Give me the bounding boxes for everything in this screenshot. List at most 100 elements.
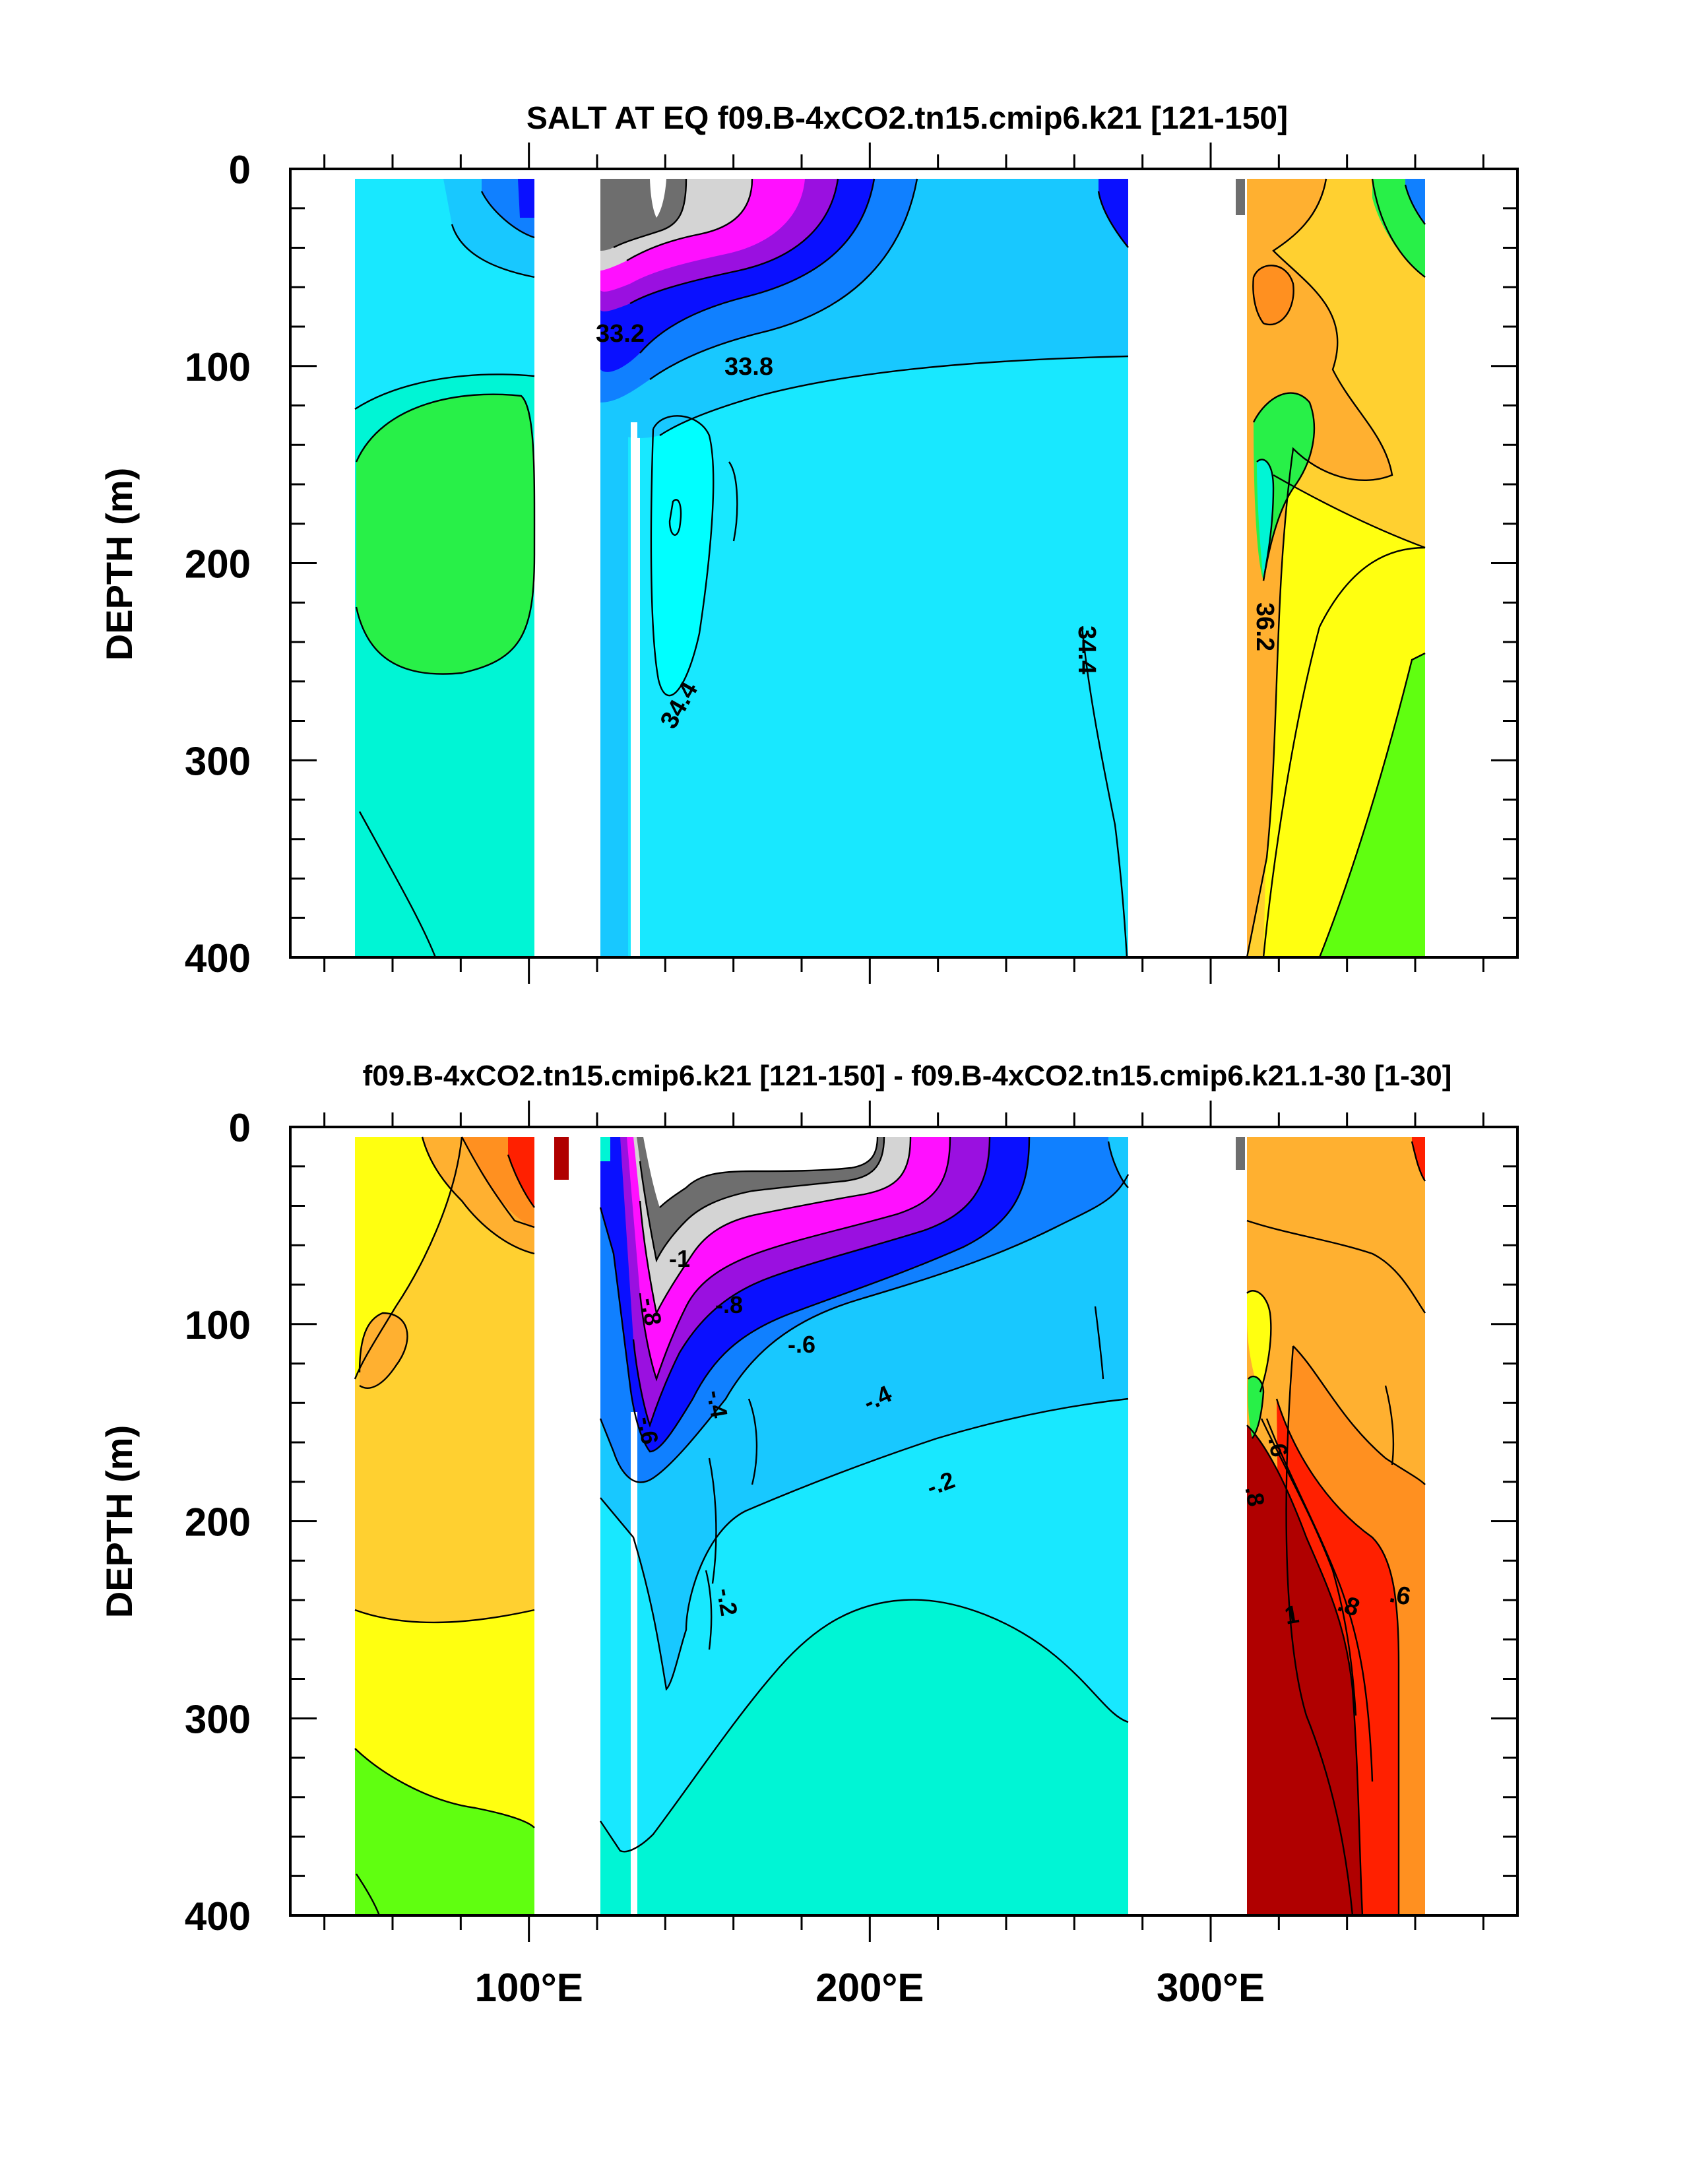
bottom-contour-line: [356, 1873, 381, 1915]
bottom-pacific-east-corner: [1108, 1137, 1128, 1188]
top-contour-line: [480, 191, 535, 239]
bottom-panel: f09.B-4xCO2.tn15.cmip6.k21 [121-150] - f…: [98, 1060, 1519, 2010]
contour-label: 33.8: [724, 353, 773, 381]
y-tick-label: 100: [185, 345, 251, 389]
top-contour-line: [1246, 178, 1393, 957]
y-tick-label: 400: [185, 936, 251, 980]
top-contour-fill: [355, 179, 1425, 957]
top-contour-line: [626, 178, 753, 262]
contour-label: 34.4: [1073, 626, 1100, 674]
top-indian-green-core: [356, 394, 535, 674]
top-atlantic-orange-spot: [1253, 265, 1294, 325]
bottom-contour-line: [632, 1136, 991, 1428]
bottom-indian-red: [508, 1137, 534, 1207]
bottom-contour-line: [1285, 1345, 1354, 1915]
bottom-contour-line: [1275, 1398, 1400, 1915]
bottom-atlantic-dark-red: [1247, 1425, 1362, 1915]
x-tick-label: 100°E: [475, 1966, 583, 2010]
bottom-contour-lines: [354, 1136, 1426, 1915]
x-tick-label: 300°E: [1157, 1966, 1265, 2010]
bottom-contour-line: [354, 1136, 463, 1380]
top-contour-line: [355, 393, 536, 675]
bottom-pacific-white-lobe: [643, 1137, 877, 1207]
bottom-axis-ticks: 0 100 200 300 400 100°E 200°E 300°E: [185, 1101, 1517, 2010]
top-atlantic-turquoise-thread: [1257, 459, 1273, 581]
bottom-contour-line: [1411, 1141, 1426, 1182]
x-tick-label: 200°E: [815, 1966, 924, 2010]
y-tick-label: 400: [185, 1894, 251, 1939]
bottom-atlantic-west-edge: [1236, 1137, 1245, 1170]
bottom-contour-line: [599, 1174, 1130, 1483]
bottom-contour-line: [1246, 1425, 1364, 1915]
top-contour-line: [659, 355, 1129, 436]
top-panel: SALT AT EQ f09.B-4xCO2.tn15.cmip6.k21 [1…: [98, 101, 1519, 984]
contour-label: -.2: [711, 1586, 743, 1618]
top-pacific-east-corner: [1099, 179, 1128, 247]
top-contour-line: [1252, 265, 1294, 325]
contour-label: -1: [669, 1245, 690, 1272]
y-tick-label: 200: [185, 1500, 251, 1545]
bottom-contour-fill: [355, 1137, 1425, 1915]
contour-label: 33.2: [596, 320, 645, 348]
top-pacific-strip-a: [600, 396, 628, 957]
contour-label: -.6: [632, 1415, 664, 1446]
bottom-contour-line: [748, 1398, 758, 1485]
bottom-atlantic-red-top: [1412, 1137, 1425, 1181]
bottom-pacific-west-bands: [600, 1137, 610, 1161]
top-y-axis-label: DEPTH (m): [98, 468, 140, 660]
bottom-contour-line: [600, 1599, 1129, 1853]
bottom-contour-line: [1246, 1290, 1272, 1393]
bottom-contour-line: [507, 1154, 535, 1208]
top-contour-line: [613, 178, 687, 249]
top-contour-lines: [354, 178, 1426, 957]
bottom-contour-line: [705, 1570, 713, 1650]
top-contour-line: [1256, 459, 1275, 581]
top-atlantic-surface-dark: [1405, 179, 1425, 224]
top-pacific-white-gap: [631, 422, 637, 957]
top-contour-line: [668, 499, 682, 536]
bottom-contour-line: [1094, 1306, 1104, 1380]
bottom-contour-line: [358, 1312, 408, 1389]
top-contour-line: [1404, 184, 1426, 225]
contour-label: -.6: [788, 1331, 815, 1358]
contour-label: .6: [1387, 1580, 1413, 1611]
top-contour-line: [629, 178, 839, 305]
y-tick-label: 0: [229, 1106, 251, 1150]
contour-label: .6: [1263, 1434, 1294, 1459]
top-atlantic-light-orange: [1247, 179, 1392, 957]
top-contour-line: [1252, 392, 1316, 581]
bottom-contour-line: [461, 1136, 535, 1229]
bottom-contour-line: [1246, 1219, 1426, 1314]
contour-label: .8: [1240, 1484, 1271, 1508]
bottom-contour-line: [659, 1136, 879, 1208]
bottom-contour-line: [354, 1748, 535, 1828]
contour-label: -.8: [635, 1296, 667, 1328]
top-contour-line: [639, 178, 876, 354]
top-contour-line: [1371, 178, 1426, 278]
top-pacific-tongue: [650, 179, 666, 218]
top-pacific-aqua-core: [651, 416, 714, 696]
y-tick-label: 0: [229, 148, 251, 192]
bottom-contour-line: [354, 1609, 535, 1624]
y-tick-label: 200: [185, 542, 251, 587]
bottom-contour-line: [708, 1458, 717, 1584]
bottom-panel-title: f09.B-4xCO2.tn15.cmip6.k21 [121-150] - f…: [363, 1060, 1452, 1092]
top-contour-line: [650, 415, 715, 697]
top-panel-title: SALT AT EQ f09.B-4xCO2.tn15.cmip6.k21 [1…: [526, 101, 1288, 136]
top-contour-line: [358, 811, 437, 957]
top-contour-line: [1081, 626, 1128, 957]
bottom-contour-line: [1384, 1385, 1395, 1465]
top-atlantic-west-edge: [1236, 179, 1245, 215]
bottom-contour-line: [599, 1136, 1031, 1453]
bottom-contour-line: [421, 1136, 535, 1255]
top-indian-dark-blue: [518, 179, 534, 218]
bottom-contour-line: [639, 1136, 885, 1263]
bottom-contour-line: [1292, 1345, 1426, 1485]
bottom-y-axis-label: DEPTH (m): [98, 1425, 140, 1618]
bottom-indian-lime: [355, 1749, 534, 1915]
bottom-contour-line: [1260, 1418, 1357, 1716]
bottom-contour-line: [1265, 1418, 1374, 1782]
contour-label: -.8: [715, 1291, 743, 1318]
top-pacific-gray: [600, 179, 686, 251]
